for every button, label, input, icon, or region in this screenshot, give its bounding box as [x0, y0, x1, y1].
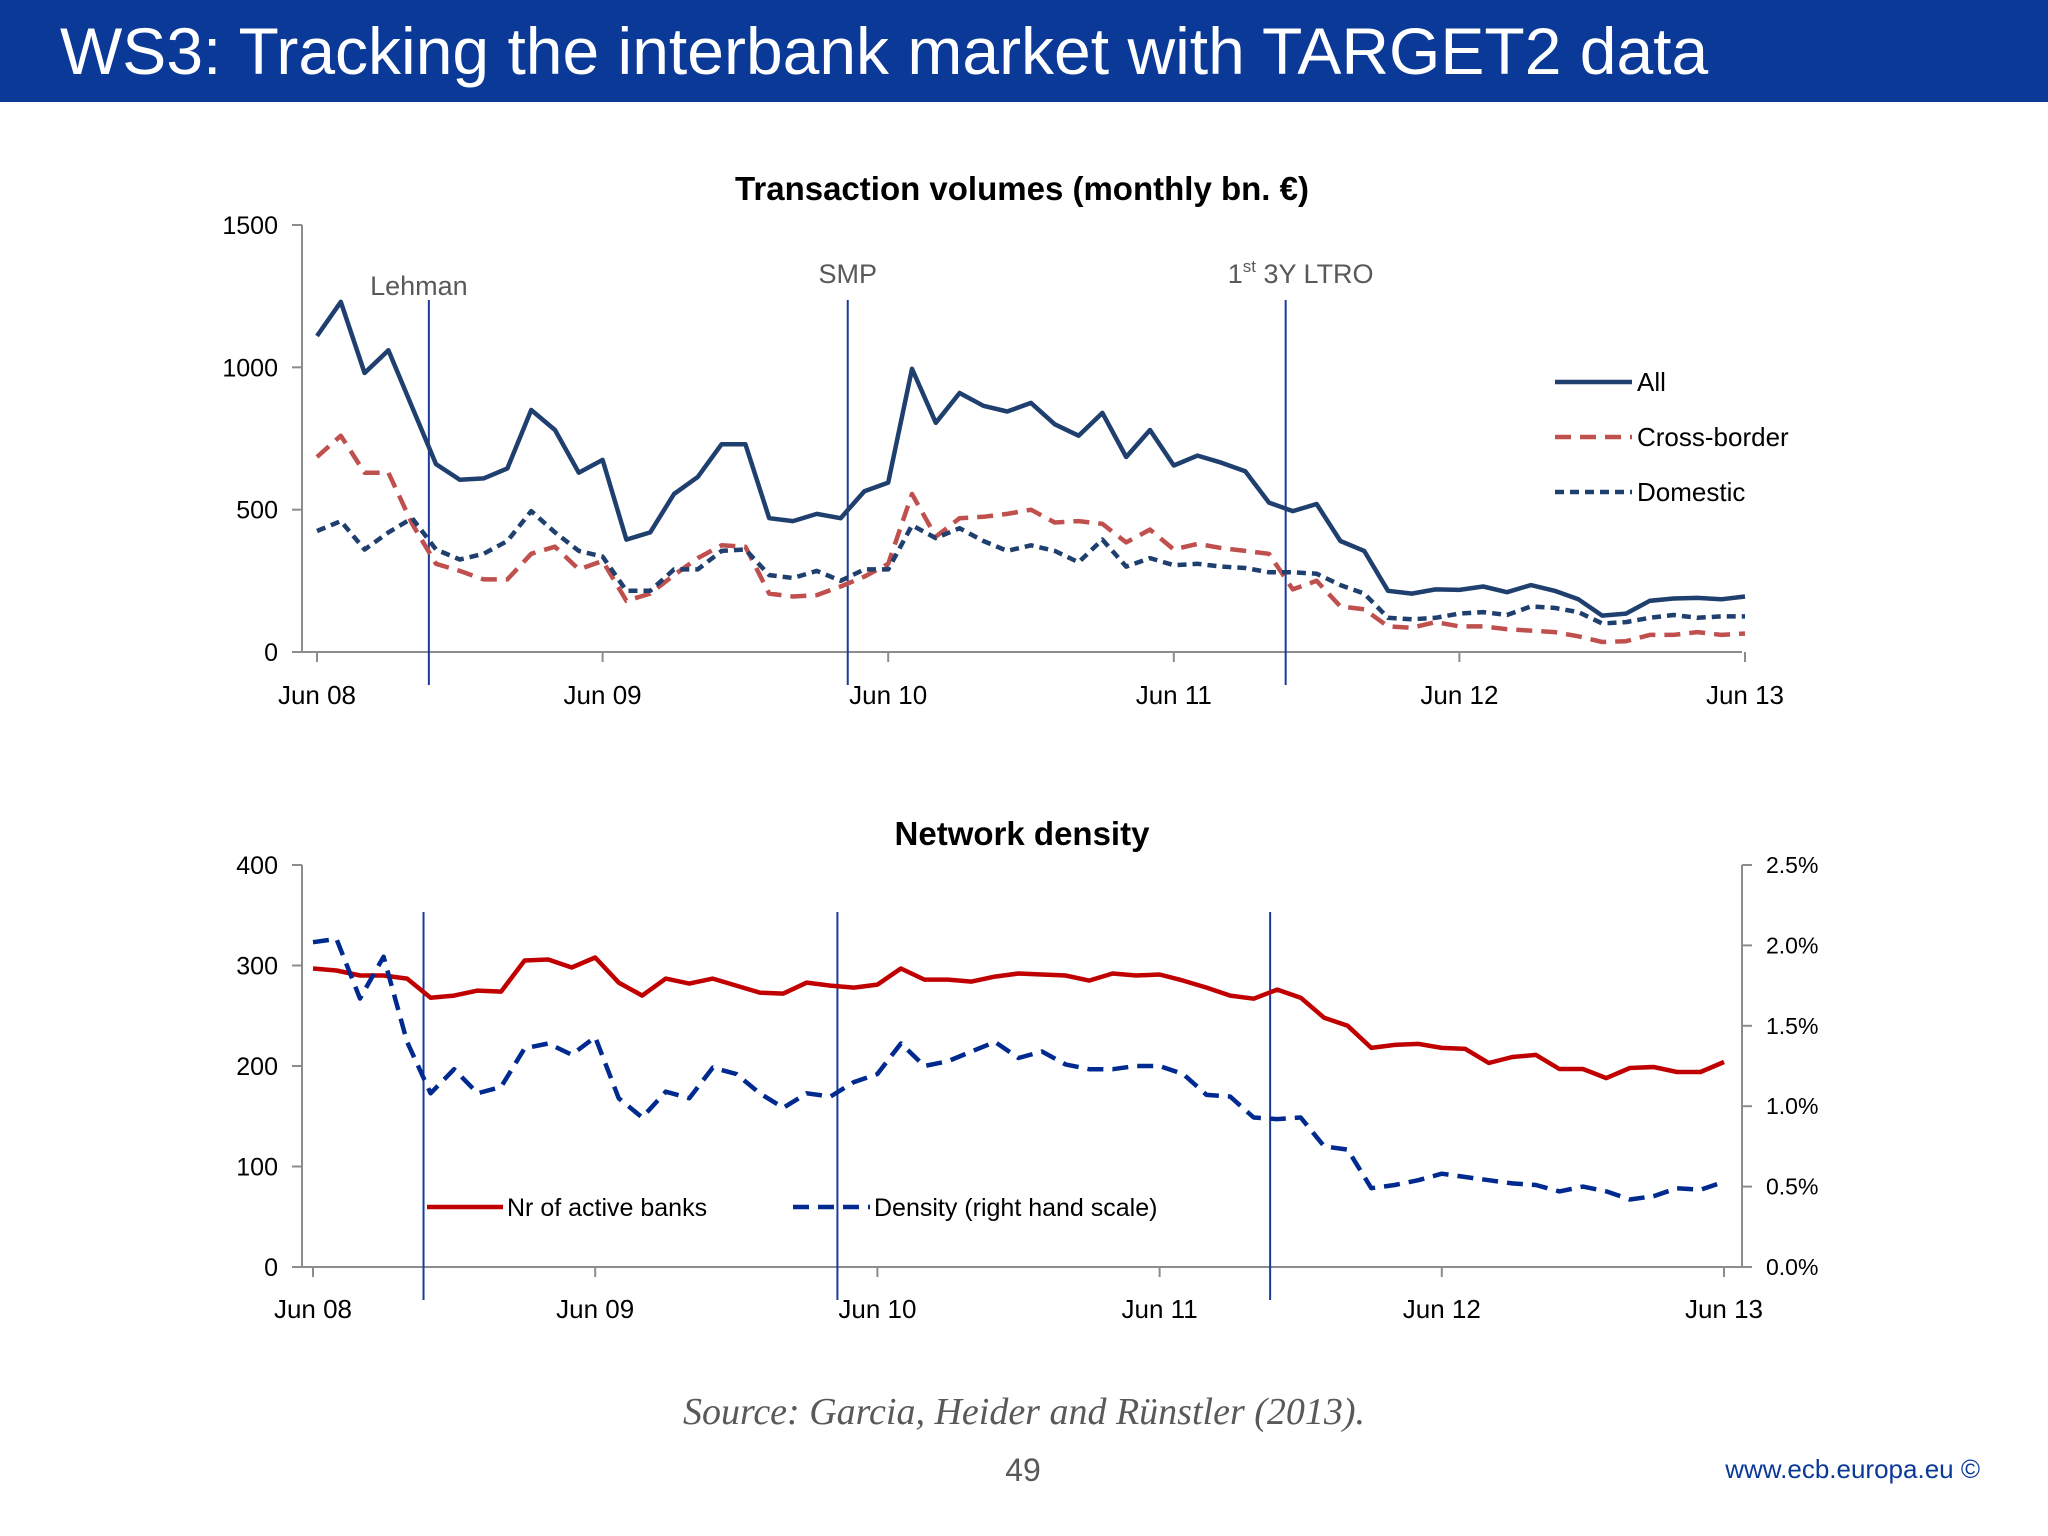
- x-tick-label: Jun 11: [1136, 680, 1212, 710]
- y-tick-label: 200: [236, 1053, 278, 1081]
- y-tick-label: 300: [236, 953, 278, 981]
- legend-item: Cross-border: [1555, 422, 1789, 452]
- x-tick-label: Jun 10: [849, 680, 927, 710]
- x-tick-label: Jun 09: [564, 680, 642, 710]
- legend-label: Domestic: [1637, 477, 1745, 507]
- y2-tick-label: 1.5%: [1766, 1013, 1818, 1039]
- x-tick-label: Jun 10: [838, 1294, 916, 1324]
- legend-item: Domestic: [1555, 477, 1745, 507]
- page-number: 49: [1005, 1452, 1041, 1488]
- series-line-density-right-hand-scale: [312, 936, 1725, 1202]
- legend-label: Cross-border: [1637, 422, 1789, 452]
- event-label: SMP: [818, 259, 877, 289]
- event-label: 1st 3Y LTRO: [1228, 257, 1374, 289]
- y2-tick-label: 0.5%: [1766, 1174, 1818, 1200]
- x-tick-label: Jun 08: [278, 680, 356, 710]
- x-tick-label: Jun 11: [1122, 1294, 1198, 1324]
- y2-tick-label: 2.0%: [1766, 932, 1818, 958]
- y2-tick-label: 0.0%: [1766, 1254, 1818, 1280]
- legend-label: Nr of active banks: [507, 1194, 707, 1222]
- chart-title: Network density: [895, 815, 1151, 852]
- x-tick-label: Jun 08: [274, 1294, 352, 1324]
- x-tick-label: Jun 12: [1420, 680, 1498, 710]
- series-line-nr-of-active-banks: [312, 955, 1725, 1081]
- chart-title: Transaction volumes (monthly bn. €): [735, 170, 1309, 207]
- y2-tick-label: 1.0%: [1766, 1093, 1818, 1119]
- footer-url[interactable]: www.ecb.europa.eu ©: [1725, 1454, 1980, 1484]
- x-tick-label: Jun 13: [1685, 1294, 1763, 1324]
- legend-item: Nr of active banks: [427, 1194, 707, 1222]
- series-line-all: [315, 299, 1746, 618]
- y-tick-label: 1500: [222, 212, 278, 240]
- x-tick-label: Jun 09: [556, 1294, 634, 1324]
- series-line-domestic: [316, 508, 1745, 626]
- legend-label: All: [1637, 367, 1666, 397]
- y-tick-label: 0: [264, 1254, 278, 1282]
- y-tick-label: 500: [236, 497, 278, 525]
- chart-2: Network density 0 100 200 300 400 0.0% 0.5% 1.0%…: [236, 815, 1818, 1324]
- legend-item: Density (right hand scale): [793, 1194, 1157, 1222]
- y-tick-label: 100: [236, 1154, 278, 1182]
- y-tick-label: 1000: [222, 354, 278, 382]
- title-bar: WS3: Tracking the interbank market with …: [0, 0, 2048, 102]
- x-tick-label: Jun 13: [1706, 680, 1784, 710]
- series-line-cross-border: [315, 433, 1746, 645]
- source-citation: Source: Garcia, Heider and Rünstler (201…: [682, 1391, 1366, 1433]
- slide-title: WS3: Tracking the interbank market with …: [60, 14, 1709, 88]
- legend-item: All: [1555, 367, 1666, 397]
- y2-tick-label: 2.5%: [1766, 852, 1818, 878]
- y-tick-label: 400: [236, 852, 278, 880]
- y-tick-label: 0: [264, 639, 278, 667]
- chart-1: Transaction volumes (monthly bn. €) 0 500 1…: [222, 170, 1789, 710]
- legend-label: Density (right hand scale): [874, 1194, 1157, 1222]
- event-label: Lehman: [370, 271, 468, 301]
- x-tick-label: Jun 12: [1403, 1294, 1481, 1324]
